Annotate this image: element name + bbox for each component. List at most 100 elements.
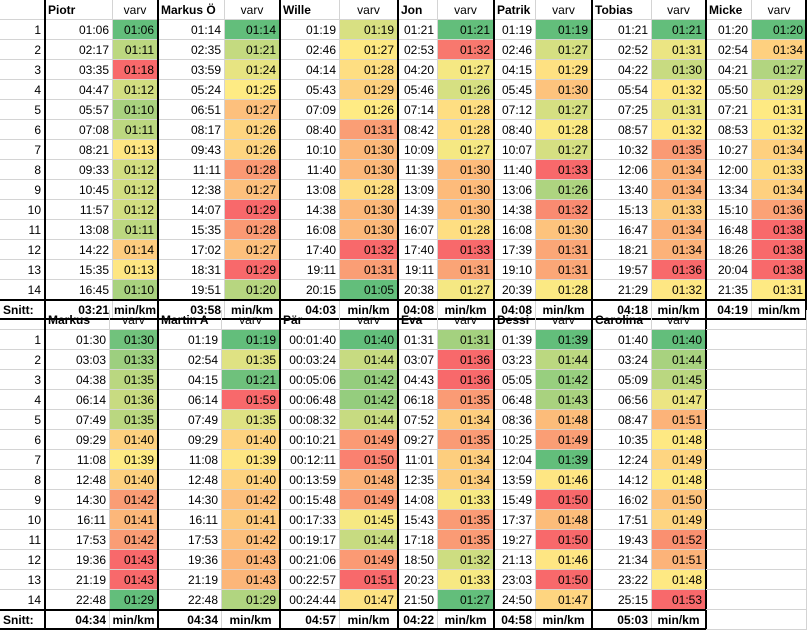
row-number[interactable]: 8 [0, 160, 45, 180]
lap-column-header[interactable]: varv [652, 0, 706, 20]
lap-time-cell[interactable]: 01:48 [652, 570, 706, 590]
cumulative-time-cell[interactable]: 14:38 [280, 200, 340, 220]
cumulative-time-cell[interactable]: 11:57 [45, 200, 113, 220]
cumulative-time-cell[interactable]: 10:35 [592, 430, 652, 450]
cumulative-time-cell[interactable]: 00:17:33 [280, 510, 340, 530]
lap-time-cell[interactable]: 01:12 [113, 160, 158, 180]
lap-time-cell[interactable]: 01:30 [340, 220, 398, 240]
lap-time-cell[interactable]: 01:27 [225, 100, 280, 120]
cumulative-time-cell[interactable]: 04:15 [158, 370, 222, 390]
lap-time-cell[interactable]: 01:26 [438, 80, 494, 100]
cumulative-time-cell[interactable]: 08:42 [398, 120, 438, 140]
lap-time-cell[interactable]: 01:14 [113, 240, 158, 260]
cumulative-time-cell[interactable]: 03:03 [45, 350, 110, 370]
cumulative-time-cell[interactable]: 08:40 [280, 120, 340, 140]
lap-column-header[interactable]: varv [438, 0, 494, 20]
runner-name-header[interactable]: Patrik [494, 0, 536, 20]
empty-cell[interactable] [706, 450, 807, 470]
cumulative-time-cell[interactable]: 05:09 [592, 370, 652, 390]
row-number[interactable]: 6 [0, 430, 45, 450]
cumulative-time-cell[interactable]: 12:48 [45, 470, 110, 490]
cumulative-time-cell[interactable]: 09:43 [158, 140, 225, 160]
runner-name-header[interactable]: Tobias [592, 0, 652, 20]
cumulative-time-cell[interactable]: 06:14 [158, 390, 222, 410]
cumulative-time-cell[interactable]: 14:08 [398, 490, 438, 510]
lap-time-cell[interactable]: 01:35 [222, 410, 280, 430]
runner-name-header[interactable]: Piotr [45, 0, 113, 20]
lap-time-cell[interactable]: 01:46 [536, 550, 592, 570]
cumulative-time-cell[interactable]: 00:03:24 [280, 350, 340, 370]
cumulative-time-cell[interactable]: 17:53 [45, 530, 110, 550]
cumulative-time-cell[interactable]: 01:40 [592, 330, 652, 350]
lap-time-cell[interactable]: 01:50 [536, 530, 592, 550]
lap-time-cell[interactable]: 01:36 [438, 350, 494, 370]
cumulative-time-cell[interactable]: 04:43 [398, 370, 438, 390]
cumulative-time-cell[interactable]: 14:12 [592, 470, 652, 490]
lap-time-cell[interactable]: 01:42 [222, 530, 280, 550]
empty-cell[interactable] [706, 490, 807, 510]
cumulative-time-cell[interactable]: 19:10 [494, 260, 536, 280]
lap-column-header[interactable]: varv [222, 310, 280, 330]
cumulative-time-cell[interactable]: 21:50 [398, 590, 438, 610]
lap-time-cell[interactable]: 01:19 [222, 330, 280, 350]
lap-time-cell[interactable]: 01:28 [340, 60, 398, 80]
cumulative-time-cell[interactable]: 00:06:48 [280, 390, 340, 410]
cumulative-time-cell[interactable]: 04:14 [280, 60, 340, 80]
cumulative-time-cell[interactable]: 00:24:44 [280, 590, 340, 610]
lap-time-cell[interactable]: 01:38 [752, 220, 807, 240]
cumulative-time-cell[interactable]: 18:31 [158, 260, 225, 280]
row-number[interactable]: 12 [0, 550, 45, 570]
lap-time-cell[interactable]: 01:33 [752, 160, 807, 180]
cumulative-time-cell[interactable]: 20:23 [398, 570, 438, 590]
cumulative-time-cell[interactable]: 13:06 [494, 180, 536, 200]
lap-time-cell[interactable]: 01:35 [438, 390, 494, 410]
cumulative-time-cell[interactable]: 00:22:57 [280, 570, 340, 590]
cumulative-time-cell[interactable]: 16:11 [45, 510, 110, 530]
cumulative-time-cell[interactable]: 07:49 [158, 410, 222, 430]
lap-time-cell[interactable]: 01:36 [752, 200, 807, 220]
cumulative-time-cell[interactable]: 10:32 [592, 140, 652, 160]
cumulative-time-cell[interactable]: 21:13 [494, 550, 536, 570]
row-number[interactable]: 4 [0, 390, 45, 410]
lap-time-cell[interactable]: 01:27 [752, 60, 807, 80]
lap-time-cell[interactable]: 01:33 [536, 160, 592, 180]
row-number[interactable]: 2 [0, 350, 45, 370]
lap-time-cell[interactable]: 01:39 [536, 450, 592, 470]
cumulative-time-cell[interactable]: 10:45 [45, 180, 113, 200]
cumulative-time-cell[interactable]: 01:39 [494, 330, 536, 350]
cumulative-time-cell[interactable]: 00:01:40 [280, 330, 340, 350]
lap-time-cell[interactable]: 01:35 [438, 530, 494, 550]
cumulative-time-cell[interactable]: 07:14 [398, 100, 438, 120]
row-number[interactable]: 12 [0, 240, 45, 260]
lap-time-cell[interactable]: 01:18 [113, 60, 158, 80]
unit-label[interactable]: min/km [438, 610, 494, 630]
lap-time-cell[interactable]: 01:35 [222, 350, 280, 370]
row-number[interactable]: 10 [0, 200, 45, 220]
cumulative-time-cell[interactable]: 19:11 [398, 260, 438, 280]
lap-time-cell[interactable]: 01:32 [438, 550, 494, 570]
cumulative-time-cell[interactable]: 20:04 [706, 260, 752, 280]
lap-time-cell[interactable]: 01:34 [652, 240, 706, 260]
cumulative-time-cell[interactable]: 18:50 [398, 550, 438, 570]
cumulative-time-cell[interactable]: 20:38 [398, 280, 438, 300]
cumulative-time-cell[interactable]: 01:14 [158, 20, 225, 40]
lap-time-cell[interactable]: 01:50 [536, 570, 592, 590]
unit-label[interactable]: min/km [222, 610, 280, 630]
lap-time-cell[interactable]: 01:33 [652, 200, 706, 220]
cumulative-time-cell[interactable]: 01:21 [592, 20, 652, 40]
cumulative-time-cell[interactable]: 04:20 [398, 60, 438, 80]
cumulative-time-cell[interactable]: 13:59 [494, 470, 536, 490]
row-number[interactable]: 13 [0, 260, 45, 280]
lap-time-cell[interactable]: 01:21 [225, 40, 280, 60]
row-number[interactable]: 14 [0, 280, 45, 300]
lap-time-cell[interactable]: 01:51 [652, 550, 706, 570]
cumulative-time-cell[interactable]: 15:10 [706, 200, 752, 220]
lap-time-cell[interactable]: 01:32 [752, 120, 807, 140]
empty-cell[interactable] [706, 310, 807, 330]
unit-label[interactable]: min/km [536, 610, 592, 630]
lap-time-cell[interactable]: 01:39 [536, 330, 592, 350]
cumulative-time-cell[interactable]: 09:33 [45, 160, 113, 180]
cumulative-time-cell[interactable]: 02:53 [398, 40, 438, 60]
cumulative-time-cell[interactable]: 15:35 [158, 220, 225, 240]
lap-time-cell[interactable]: 01:19 [536, 20, 592, 40]
